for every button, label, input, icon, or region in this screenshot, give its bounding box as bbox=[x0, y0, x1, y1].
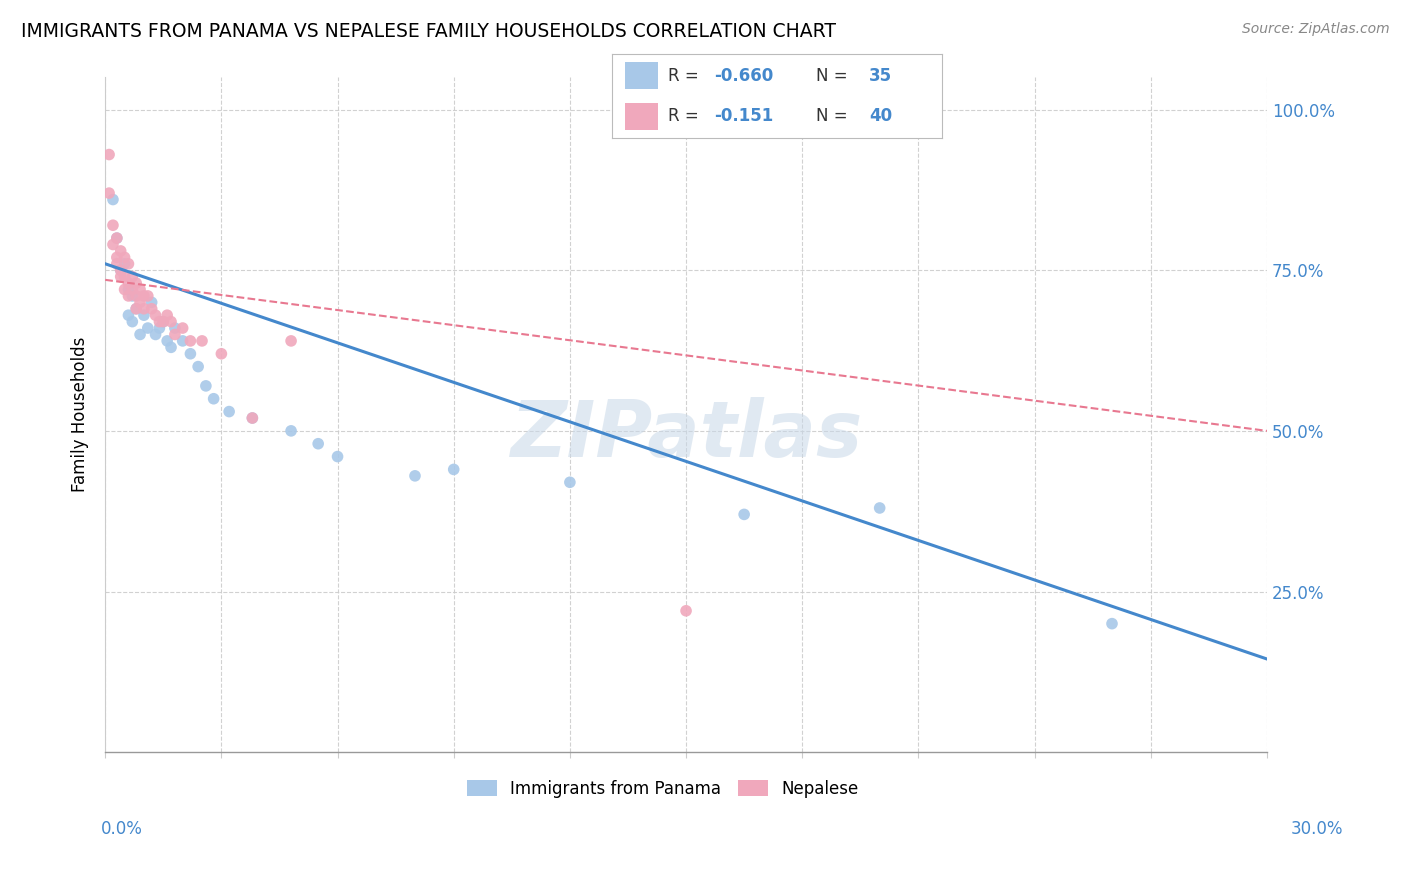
Point bbox=[145, 308, 167, 322]
Point bbox=[129, 327, 152, 342]
Point bbox=[129, 283, 152, 297]
Point bbox=[179, 334, 201, 348]
Point bbox=[101, 193, 124, 207]
Point bbox=[117, 257, 139, 271]
Point bbox=[117, 276, 139, 290]
Text: -0.660: -0.660 bbox=[714, 67, 773, 85]
Point bbox=[117, 283, 139, 297]
Point bbox=[558, 475, 581, 490]
Point bbox=[145, 327, 167, 342]
Point bbox=[110, 269, 132, 284]
Point bbox=[240, 411, 263, 425]
Point bbox=[136, 321, 159, 335]
Point bbox=[132, 308, 155, 322]
Point bbox=[141, 301, 163, 316]
Point bbox=[121, 269, 143, 284]
Point bbox=[675, 604, 697, 618]
Point bbox=[125, 289, 148, 303]
Point bbox=[163, 321, 186, 335]
Text: ZIPatlas: ZIPatlas bbox=[510, 397, 862, 473]
Point bbox=[280, 334, 302, 348]
Legend: Immigrants from Panama, Nepalese: Immigrants from Panama, Nepalese bbox=[460, 773, 865, 805]
Point bbox=[98, 147, 121, 161]
Point bbox=[148, 321, 170, 335]
Point bbox=[105, 231, 128, 245]
Point bbox=[129, 295, 152, 310]
Point bbox=[114, 269, 136, 284]
Text: 35: 35 bbox=[869, 67, 893, 85]
Point bbox=[172, 321, 194, 335]
Point bbox=[101, 219, 124, 233]
Point bbox=[121, 283, 143, 297]
Point bbox=[121, 315, 143, 329]
Point bbox=[160, 340, 183, 354]
Text: Source: ZipAtlas.com: Source: ZipAtlas.com bbox=[1241, 22, 1389, 37]
Point bbox=[114, 251, 136, 265]
Point bbox=[132, 301, 155, 316]
Point bbox=[179, 347, 201, 361]
FancyBboxPatch shape bbox=[624, 62, 658, 89]
Text: R =: R = bbox=[668, 107, 709, 125]
Point bbox=[152, 315, 174, 329]
Text: 30.0%: 30.0% bbox=[1291, 820, 1343, 838]
Text: 40: 40 bbox=[869, 107, 893, 125]
Point bbox=[187, 359, 209, 374]
Point bbox=[1101, 616, 1123, 631]
Point bbox=[105, 251, 128, 265]
Text: IMMIGRANTS FROM PANAMA VS NEPALESE FAMILY HOUSEHOLDS CORRELATION CHART: IMMIGRANTS FROM PANAMA VS NEPALESE FAMIL… bbox=[21, 22, 837, 41]
Y-axis label: Family Households: Family Households bbox=[72, 337, 89, 492]
Point bbox=[307, 436, 329, 450]
Point bbox=[202, 392, 225, 406]
Point bbox=[101, 237, 124, 252]
FancyBboxPatch shape bbox=[624, 103, 658, 130]
Point bbox=[125, 301, 148, 316]
Text: N =: N = bbox=[817, 67, 853, 85]
Point bbox=[105, 257, 128, 271]
Point bbox=[110, 263, 132, 277]
Point bbox=[152, 315, 174, 329]
Point bbox=[114, 283, 136, 297]
Point bbox=[280, 424, 302, 438]
Point bbox=[404, 468, 426, 483]
Text: R =: R = bbox=[668, 67, 704, 85]
Point bbox=[160, 315, 183, 329]
Text: N =: N = bbox=[817, 107, 853, 125]
Point bbox=[156, 334, 179, 348]
Point bbox=[156, 308, 179, 322]
Point bbox=[148, 315, 170, 329]
Text: 0.0%: 0.0% bbox=[101, 820, 143, 838]
Point bbox=[105, 231, 128, 245]
Point bbox=[326, 450, 349, 464]
Point bbox=[125, 301, 148, 316]
Point bbox=[117, 289, 139, 303]
Point bbox=[125, 276, 148, 290]
Point bbox=[218, 404, 240, 418]
Point bbox=[172, 334, 194, 348]
Point bbox=[117, 308, 139, 322]
Point bbox=[110, 263, 132, 277]
Point bbox=[443, 462, 465, 476]
Text: -0.151: -0.151 bbox=[714, 107, 773, 125]
Point bbox=[141, 295, 163, 310]
Point bbox=[132, 289, 155, 303]
Point bbox=[121, 289, 143, 303]
Point bbox=[114, 257, 136, 271]
Point bbox=[869, 500, 891, 515]
Point bbox=[209, 347, 232, 361]
Point bbox=[136, 289, 159, 303]
Point bbox=[191, 334, 214, 348]
Point bbox=[733, 508, 755, 522]
Point bbox=[240, 411, 263, 425]
Point bbox=[110, 244, 132, 258]
Point bbox=[163, 327, 186, 342]
Point bbox=[194, 379, 217, 393]
Point bbox=[98, 186, 121, 200]
